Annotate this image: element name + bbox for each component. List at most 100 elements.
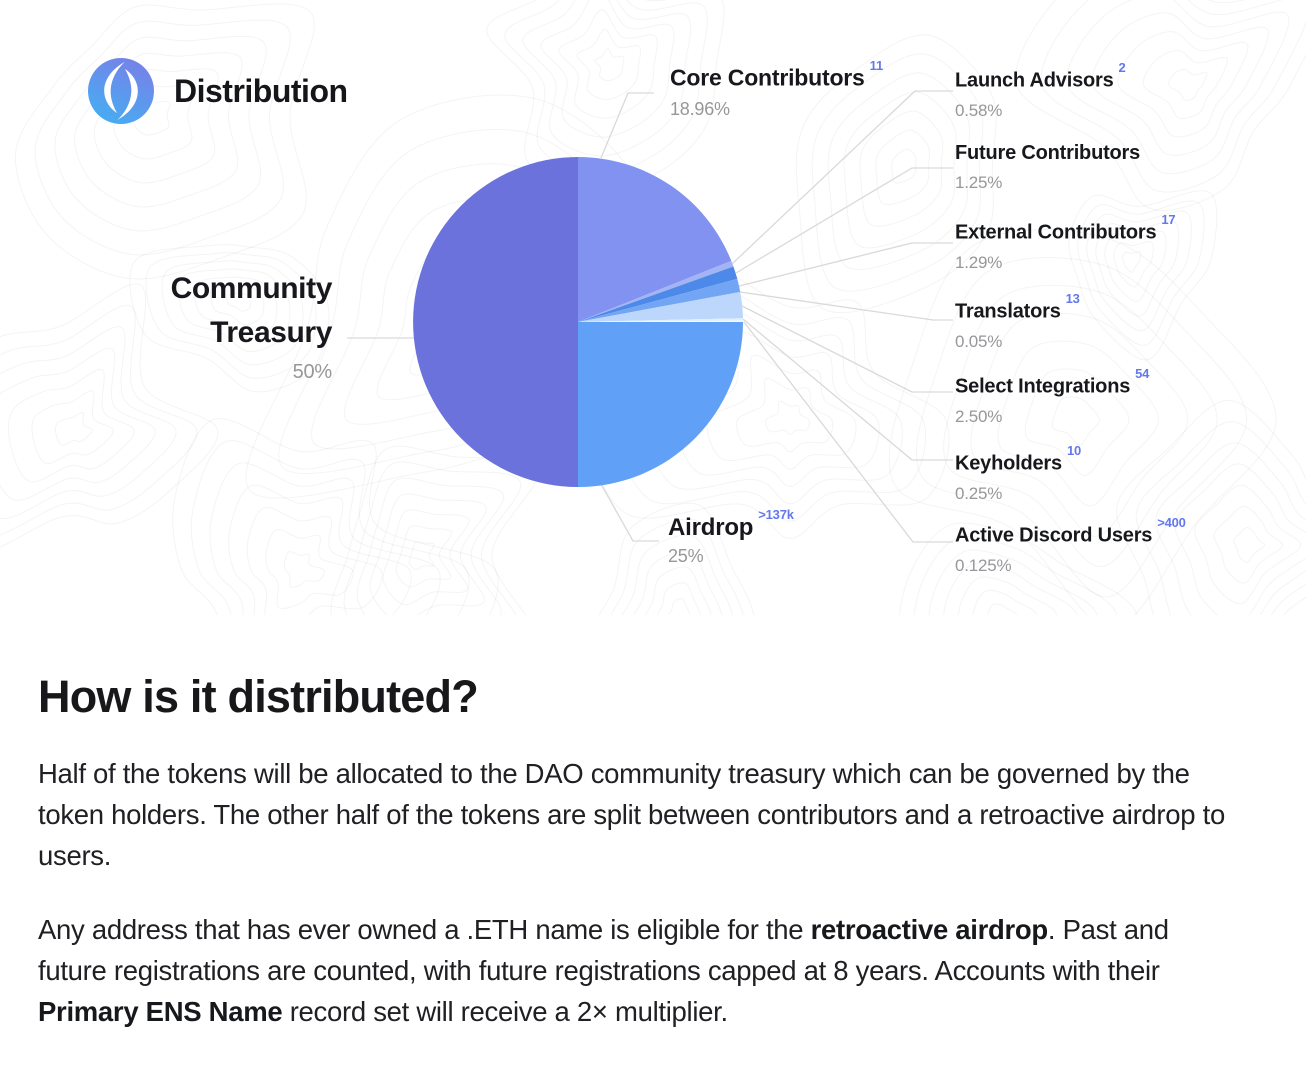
slice-name: Airdrop >137k: [668, 506, 794, 541]
slice-percent: 0.05%: [955, 331, 1003, 351]
contour-line: [190, 440, 470, 615]
label-future-contributors: Future Contributors 1.25%: [955, 140, 1140, 193]
contour-line: [843, 91, 957, 249]
pie-slice-community-treasury: [413, 157, 578, 487]
paragraph-2: Any address that has ever owned a .ETH n…: [38, 909, 1228, 1032]
contour-line: [54, 411, 93, 446]
contour-line: [1066, 0, 1290, 175]
slice-percent: 1.29%: [955, 252, 1003, 272]
slice-name-text: Select Integrations: [955, 375, 1131, 398]
contour-line: [1233, 526, 1266, 563]
paragraph-2-text-e: record set will receive a 2× multiplier.: [282, 996, 728, 1027]
contour-line: [668, 598, 691, 615]
ens-logo-icon: [88, 58, 154, 124]
count-superscript: 17: [1161, 211, 1176, 227]
contour-line: [913, 535, 1118, 615]
contour-line: [330, 445, 539, 615]
contour-line: [1077, 200, 1205, 346]
contour-line: [928, 549, 1098, 615]
contour-line: [8, 368, 135, 483]
pie-slice-keyholders: [578, 318, 744, 322]
contour-line: [228, 484, 412, 615]
contour-line: [504, 0, 708, 176]
contour-line: [0, 326, 177, 519]
count-superscript: 2: [1118, 59, 1126, 75]
text-section: How is it distributed? Half of the token…: [0, 671, 1306, 1032]
contour-line: [382, 509, 470, 606]
leader-lines: [347, 90, 953, 543]
slice-percent: 0.25%: [955, 483, 1003, 503]
contour-line: [0, 304, 198, 536]
contour-line: [899, 522, 1138, 615]
leader-launch-advisors: [731, 90, 953, 265]
pie-slice-future-contributors: [578, 266, 738, 322]
slice-name-text: Keyholders: [955, 452, 1062, 475]
contour-line: [1086, 210, 1192, 332]
contour-line: [226, 292, 252, 312]
slice-name-text: External Contributors: [955, 221, 1157, 244]
contour-line: [558, 9, 658, 119]
pie-slice-select-integrations: [578, 292, 743, 322]
leader-external-contributors: [738, 242, 953, 287]
retroactive-airdrop-bold: retroactive airdrop: [810, 914, 1049, 945]
contour-line: [656, 582, 702, 615]
contour-line: [209, 462, 441, 615]
slice-name-text: Future Contributors: [955, 142, 1141, 164]
slice-name: Select Integrations54: [955, 365, 1150, 400]
contour-line: [1024, 368, 1130, 477]
slice-name: Translators13: [955, 291, 1080, 325]
pie-slice-external-contributors: [578, 278, 741, 322]
contour-line: [34, 19, 291, 256]
contour-line: [74, 52, 243, 208]
slice-name-text: Airdrop: [668, 514, 754, 541]
count-superscript: >400: [1157, 514, 1186, 530]
slice-name: Future Contributors: [955, 140, 1140, 166]
pie-chart: [413, 157, 744, 487]
contour-line: [177, 268, 291, 352]
contour-line: [915, 257, 1248, 598]
count-superscript: 54: [1135, 365, 1150, 381]
contour-line: [31, 390, 114, 465]
contour-line: [576, 28, 642, 100]
leader-select-integrations: [741, 305, 953, 393]
contour-line: [957, 576, 1058, 615]
slice-percent: 2.50%: [955, 406, 1003, 426]
contour-line: [621, 534, 734, 615]
slice-percent: 1.25%: [955, 173, 1003, 192]
contour-line: [193, 276, 278, 339]
slice-percent: 25%: [668, 546, 704, 566]
contour-line: [610, 518, 744, 615]
contour-line: [1122, 251, 1142, 273]
contour-line: [1095, 220, 1180, 317]
contour-line: [1051, 396, 1101, 446]
contour-line: [1068, 190, 1218, 361]
contour-line: [0, 347, 156, 501]
chart-title: Distribution: [174, 72, 348, 109]
contour-line: [1213, 505, 1284, 584]
contour-line: [736, 377, 834, 453]
label-select-integrations: Select Integrations54 2.50%: [955, 365, 1150, 427]
pie-slice-active-discord-users: [578, 320, 744, 322]
contour-line: [265, 528, 354, 610]
label-launch-advisors: Launch Advisors2 0.58%: [955, 59, 1126, 121]
slice-percent: 50%: [292, 361, 333, 383]
contour-line: [1040, 0, 1306, 193]
contour-line: [343, 461, 522, 615]
slice-name: Keyholders10: [955, 443, 1081, 477]
contour-line: [369, 493, 487, 615]
contour-line: [522, 0, 692, 157]
slice-percent: 0.125%: [955, 555, 1012, 575]
slice-name-text: Launch Advisors: [955, 69, 1114, 92]
contour-line: [795, 34, 997, 314]
slice-name-text: Translators: [955, 300, 1061, 323]
slice-name: Community Treasury: [170, 272, 333, 349]
contour-line: [161, 260, 304, 366]
label-community-treasury: Community Treasury 50%: [140, 267, 333, 384]
contour-line: [859, 110, 944, 227]
label-keyholders: Keyholders10 0.25%: [955, 443, 1081, 504]
slice-name: Launch Advisors2: [955, 59, 1126, 94]
count-superscript: >137k: [758, 506, 794, 522]
pie-slice-core-contributors: [578, 157, 732, 322]
contour-line: [1091, 12, 1269, 156]
